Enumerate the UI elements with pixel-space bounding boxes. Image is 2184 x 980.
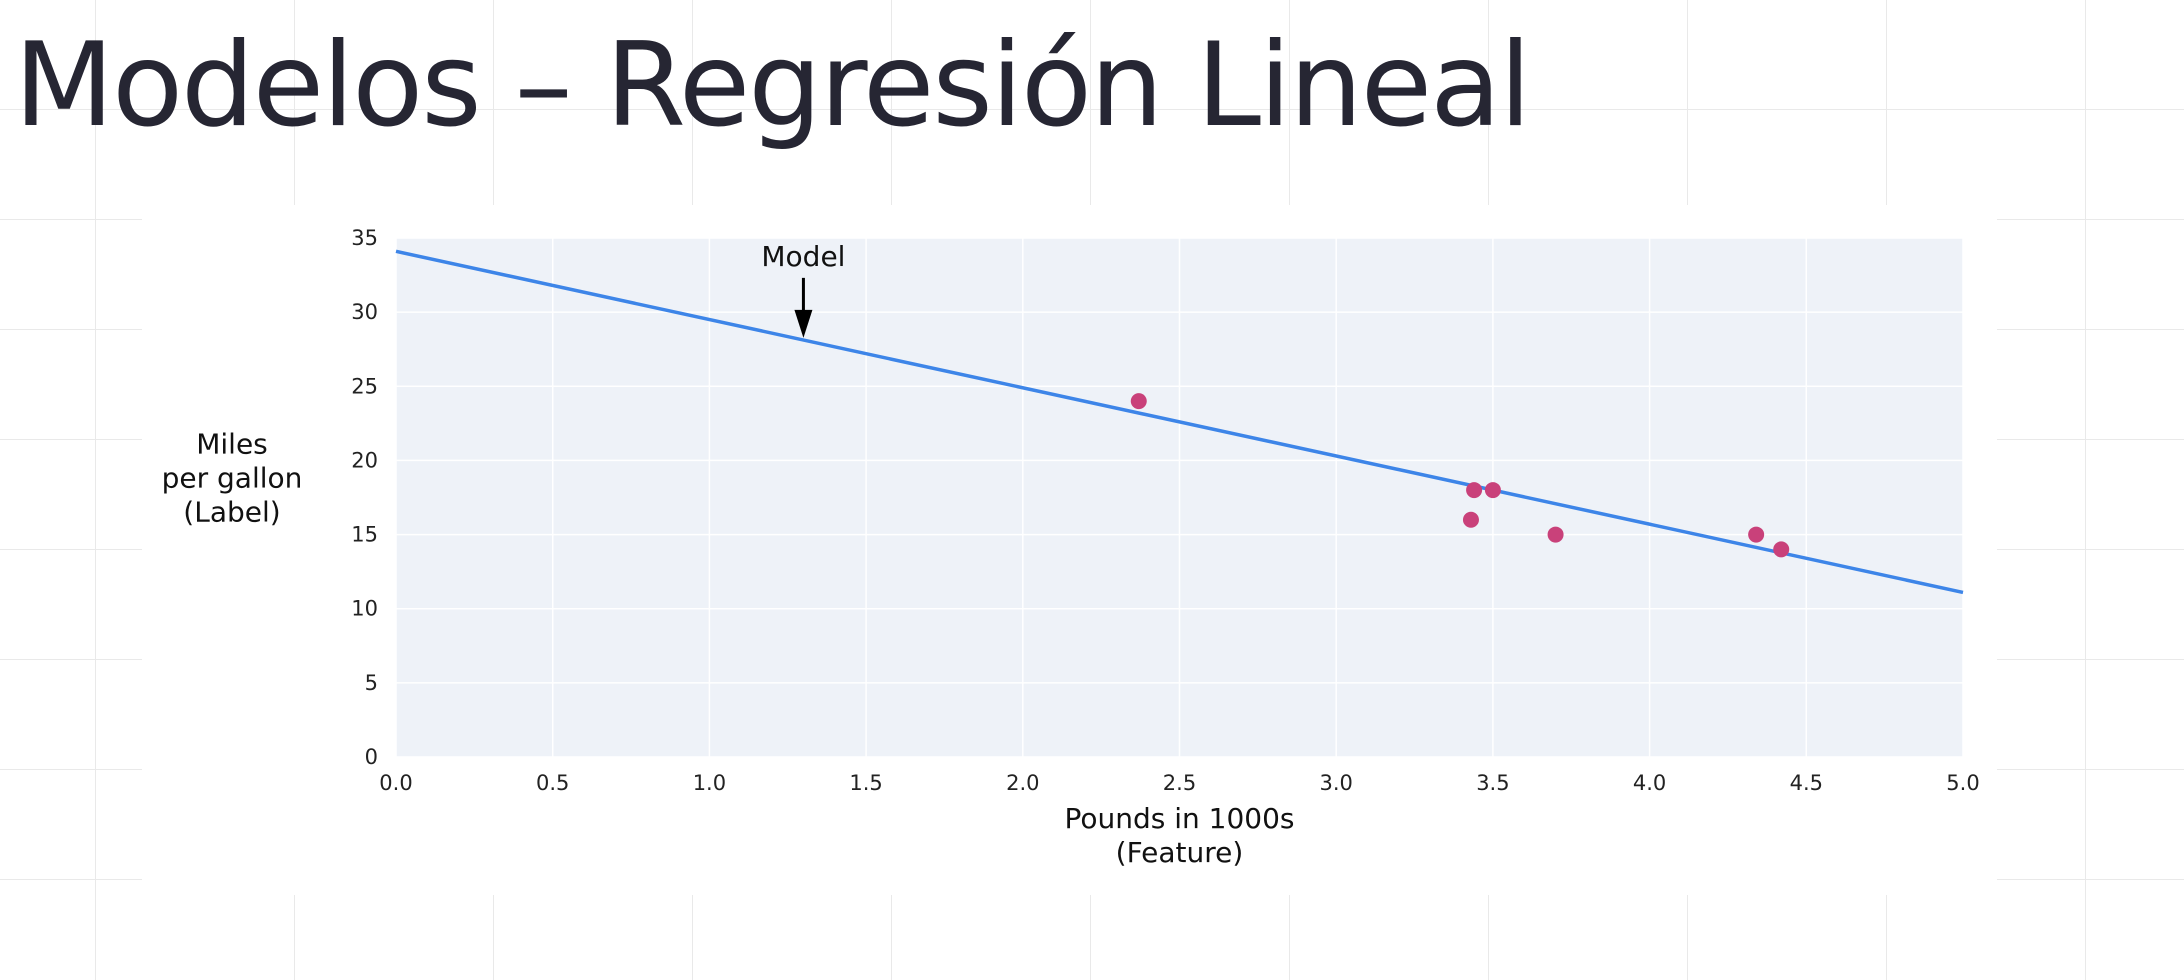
data-point (1484, 482, 1501, 499)
x-tick-label: 4.0 (1633, 771, 1666, 795)
x-tick-label: 3.0 (1319, 771, 1352, 795)
y-tick-label: 0 (365, 745, 378, 769)
x-tick-label: 5.0 (1946, 771, 1979, 795)
x-tick-label: 0.0 (379, 771, 412, 795)
x-tick-label: 1.5 (849, 771, 882, 795)
y-tick-label: 25 (351, 374, 378, 398)
x-tick-label: 2.0 (1006, 771, 1039, 795)
x-tick-label: 1.0 (693, 771, 726, 795)
annotation-label: Model (761, 240, 845, 273)
y-tick-label: 15 (351, 523, 378, 547)
y-axis-label-sub: (Label) (183, 496, 280, 529)
model-annotation: Model (761, 240, 845, 338)
grid (395, 237, 1964, 758)
x-tick-label: 0.5 (536, 771, 569, 795)
y-tick-label: 35 (351, 226, 378, 250)
data-point (1547, 526, 1564, 543)
y-tick-label: 30 (351, 300, 378, 324)
y-axis: 0 5 10 15 20 25 30 35 (351, 226, 378, 769)
y-axis-label-line2: per gallon (162, 462, 303, 495)
data-points (1130, 393, 1790, 558)
x-tick-label: 4.5 (1790, 771, 1823, 795)
data-point (1773, 541, 1790, 558)
y-tick-label: 10 (351, 597, 378, 621)
data-point (1466, 482, 1483, 499)
x-axis-label-sub: (Feature) (1116, 836, 1244, 869)
annotation-arrow-head (794, 309, 813, 338)
y-tick-label: 20 (351, 448, 378, 472)
x-tick-label: 3.5 (1476, 771, 1509, 795)
x-tick-label: 2.5 (1163, 771, 1196, 795)
data-point (1748, 526, 1765, 543)
data-point (1462, 511, 1479, 528)
y-axis-label: Miles (196, 428, 268, 461)
model-line (395, 249, 1964, 595)
x-axis-label: Pounds in 1000s (1064, 802, 1294, 835)
x-axis: 0.0 0.5 1.0 1.5 2.0 2.5 3.0 3.5 4.0 4.5 5.0 (379, 771, 1979, 795)
y-tick-label: 5 (365, 671, 378, 695)
data-point (1130, 393, 1147, 410)
slide-title: Modelos – Regresión Lineal (14, 18, 1531, 153)
